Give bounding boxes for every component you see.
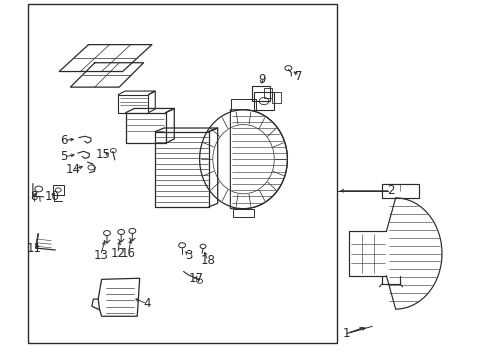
Text: 4: 4 <box>143 297 150 310</box>
Bar <box>381 184 418 198</box>
Bar <box>254 92 273 110</box>
Bar <box>251 86 270 101</box>
Text: 17: 17 <box>188 272 203 285</box>
Bar <box>263 88 272 98</box>
Bar <box>233 210 253 217</box>
Text: 18: 18 <box>200 254 215 267</box>
Text: 1: 1 <box>343 327 350 340</box>
Text: 13: 13 <box>93 249 108 262</box>
Text: 8: 8 <box>30 190 38 203</box>
Bar <box>271 92 280 103</box>
Text: 7: 7 <box>295 69 302 82</box>
Bar <box>53 185 63 195</box>
Text: 6: 6 <box>60 134 68 147</box>
Text: 2: 2 <box>386 184 394 197</box>
Text: 15: 15 <box>96 148 110 161</box>
Text: 10: 10 <box>44 190 59 203</box>
Text: 5: 5 <box>61 150 68 163</box>
Text: 11: 11 <box>26 242 41 255</box>
Text: 3: 3 <box>184 249 192 262</box>
Text: 14: 14 <box>65 163 80 176</box>
Bar <box>27 4 336 343</box>
Text: 16: 16 <box>121 247 136 260</box>
Text: 9: 9 <box>257 73 265 86</box>
Text: 12: 12 <box>110 247 125 260</box>
